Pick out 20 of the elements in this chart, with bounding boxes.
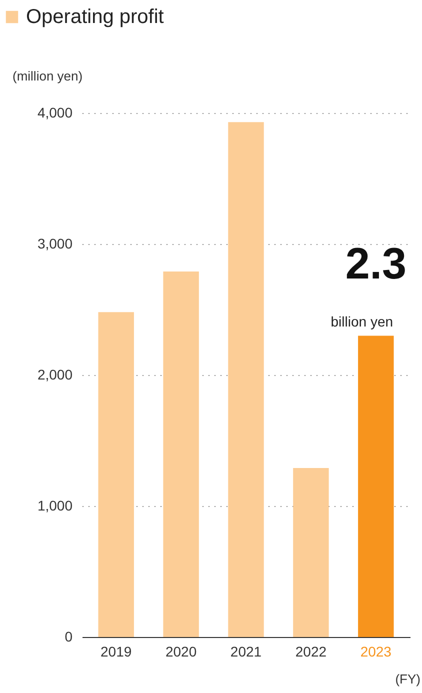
x-tick-label: 2021	[230, 644, 262, 660]
y-tick-label: 0	[64, 628, 73, 644]
y-tick-label: 3,000	[37, 236, 73, 252]
legend-label: Operating profit	[26, 6, 164, 28]
bar	[163, 272, 199, 637]
x-axis-title: (FY)	[395, 672, 420, 686]
x-tick-label: 2020	[165, 644, 197, 660]
y-tick-label: 4,000	[37, 104, 73, 120]
bar	[98, 312, 134, 637]
bar	[358, 336, 394, 637]
y-tick-label: 2,000	[37, 366, 73, 382]
annotation: 2.3	[345, 240, 406, 289]
x-tick-label: 2019	[100, 644, 132, 660]
x-tick-label: 2022	[295, 644, 327, 660]
y-axis-title: (million yen)	[12, 68, 83, 84]
x-tick-label: 2023	[360, 644, 392, 660]
annotation: billion yen	[330, 314, 394, 330]
bar	[228, 122, 264, 637]
bar	[293, 468, 329, 637]
y-tick-label: 1,000	[37, 498, 73, 514]
